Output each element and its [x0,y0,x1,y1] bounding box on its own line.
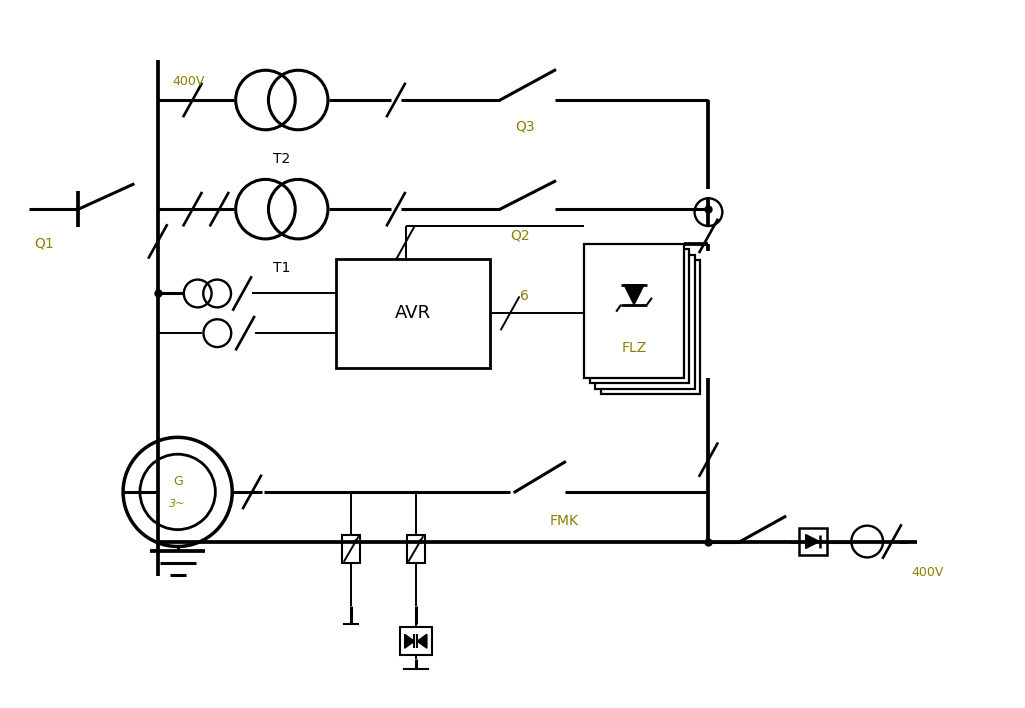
Bar [336,258,490,368]
Bar [596,255,695,389]
Text: 400V: 400V [172,75,205,88]
Polygon shape [624,285,644,304]
Text: Q1: Q1 [34,237,53,251]
Text: Q2: Q2 [510,229,530,243]
Text: 6: 6 [521,290,529,304]
Bar [601,261,700,394]
Text: G: G [173,476,182,489]
Bar [400,627,432,655]
Text: 3~: 3~ [169,499,186,509]
Text: FLZ: FLZ [621,341,647,355]
Text: T1: T1 [273,261,290,275]
Text: 400V: 400V [912,566,944,579]
Text: T2: T2 [274,152,290,166]
Polygon shape [806,535,820,549]
Text: AVR: AVR [396,304,432,322]
Text: FMK: FMK [550,514,579,527]
Text: Q3: Q3 [515,120,535,134]
Polygon shape [405,634,414,648]
Bar [584,244,684,378]
Bar [798,527,826,555]
Bar [342,535,360,563]
Bar [590,249,689,383]
Polygon shape [417,634,426,648]
Bar [407,535,424,563]
